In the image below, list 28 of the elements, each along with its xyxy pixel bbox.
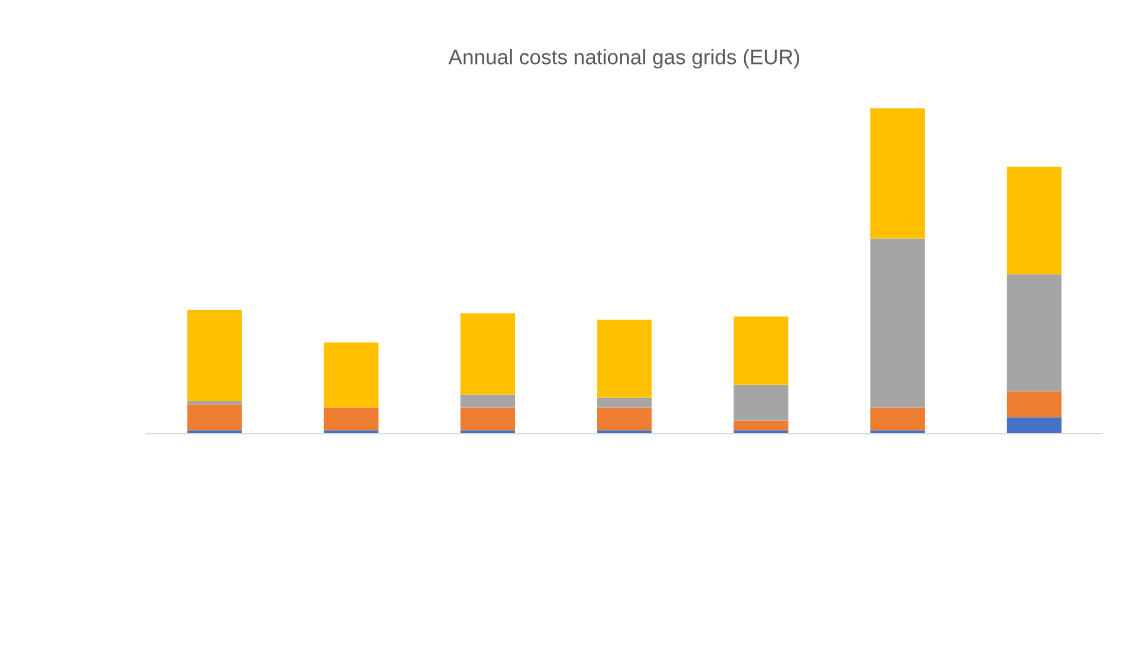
bar — [323, 430, 379, 434]
bar — [460, 430, 516, 434]
bar — [870, 407, 925, 431]
bar — [187, 309, 242, 402]
bar — [323, 342, 379, 408]
bar — [1006, 274, 1062, 392]
bar — [870, 108, 925, 239]
bar — [460, 394, 516, 408]
bar — [733, 316, 789, 385]
bar — [597, 319, 652, 398]
bar — [597, 407, 652, 431]
bar — [323, 407, 379, 431]
bar — [870, 238, 925, 408]
chart-title: Annual costs national gas grids (EUR) — [448, 49, 800, 69]
bar — [460, 313, 516, 395]
bar — [733, 384, 789, 421]
bar — [187, 430, 242, 434]
bar — [733, 420, 789, 431]
bar — [187, 401, 242, 405]
bar — [733, 430, 789, 434]
bar — [1006, 166, 1062, 275]
bar — [187, 404, 242, 431]
bar — [1006, 391, 1062, 418]
bar — [460, 407, 516, 431]
bar — [597, 397, 652, 408]
bar — [870, 430, 925, 434]
bar — [1006, 417, 1062, 434]
bar — [597, 430, 652, 434]
